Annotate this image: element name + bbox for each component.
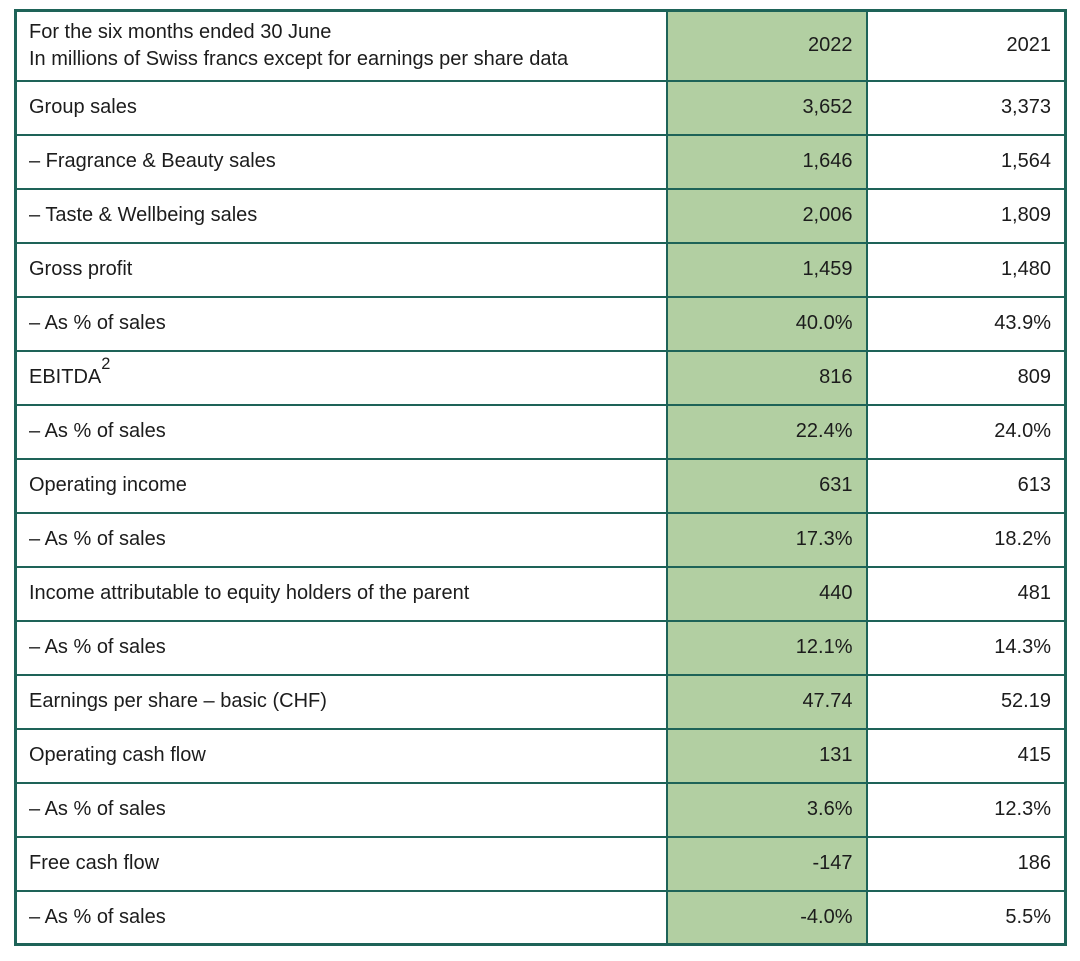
value-2021: 52.19 — [865, 673, 1067, 730]
row-label-text: EBITDA — [29, 366, 102, 388]
table-row: Group sales 3,652 3,373 — [14, 79, 1067, 136]
row-label: – Taste & Wellbeing sales — [14, 187, 668, 244]
value-2022: 17.3% — [665, 511, 868, 568]
row-label-text: Operating cash flow — [29, 744, 206, 766]
row-label-text: – As % of sales — [29, 798, 166, 820]
value-2022: 47.74 — [665, 673, 868, 730]
value-2021: 809 — [865, 349, 1067, 406]
value-2021: 14.3% — [865, 619, 1067, 676]
value-2021: 5.5% — [865, 889, 1067, 946]
financial-results-table-container: For the six months ended 30 June In mill… — [14, 9, 1067, 946]
row-label-text: Income attributable to equity holders of… — [29, 582, 470, 604]
value-2022: 12.1% — [665, 619, 868, 676]
header-period-text: For the six months ended 30 June — [29, 21, 332, 44]
row-label: Earnings per share – basic (CHF) — [14, 673, 668, 730]
value-2021: 415 — [865, 727, 1067, 784]
value-2021: 1,564 — [865, 133, 1067, 190]
value-2022: 2,006 — [665, 187, 868, 244]
row-label-text: Operating income — [29, 474, 187, 496]
table-row: Gross profit 1,459 1,480 — [14, 241, 1067, 298]
row-label: Gross profit — [14, 241, 668, 298]
row-label-text: – Fragrance & Beauty sales — [29, 150, 276, 172]
row-label-text: Free cash flow — [29, 852, 160, 874]
row-label: – As % of sales — [14, 403, 668, 460]
row-label: – As % of sales — [14, 781, 668, 838]
value-2022: 440 — [665, 565, 868, 622]
value-2021: 43.9% — [865, 295, 1067, 352]
table-row: – Taste & Wellbeing sales 2,006 1,809 — [14, 187, 1067, 244]
value-2021: 18.2% — [865, 511, 1067, 568]
row-label-text: – As % of sales — [29, 636, 166, 658]
row-label: – As % of sales — [14, 889, 668, 946]
value-2022: 1,646 — [665, 133, 868, 190]
table-row: – As % of sales 3.6% 12.3% — [14, 781, 1067, 838]
value-2022: 1,459 — [665, 241, 868, 298]
row-label: Group sales — [14, 79, 668, 136]
table-row: Free cash flow -147 186 — [14, 835, 1067, 892]
table-row: Operating income 631 613 — [14, 457, 1067, 514]
table-row: – Fragrance & Beauty sales 1,646 1,564 — [14, 133, 1067, 190]
table-row: – As % of sales -4.0% 5.5% — [14, 889, 1067, 946]
table-row: – As % of sales 40.0% 43.9% — [14, 295, 1067, 352]
header-year-2022: 2022 — [665, 9, 868, 82]
value-2022: 816 — [665, 349, 868, 406]
row-label-text: – As % of sales — [29, 528, 166, 550]
value-2022: 3,652 — [665, 79, 868, 136]
half-year-results-table: For the six months ended 30 June In mill… — [14, 9, 1067, 946]
row-label-text: Gross profit — [29, 258, 133, 280]
header-year-2021: 2021 — [865, 9, 1067, 82]
row-label-text: Earnings per share – basic (CHF) — [29, 690, 327, 712]
value-2021: 24.0% — [865, 403, 1067, 460]
value-2022: -147 — [665, 835, 868, 892]
table-row: EBITDA2 816 809 — [14, 349, 1067, 406]
row-label: Free cash flow — [14, 835, 668, 892]
row-label: Operating income — [14, 457, 668, 514]
header-units-text: In millions of Swiss francs except for e… — [29, 48, 569, 71]
value-2022: 631 — [665, 457, 868, 514]
value-2021: 1,480 — [865, 241, 1067, 298]
row-label-text: – Taste & Wellbeing sales — [29, 204, 258, 226]
row-label: – Fragrance & Beauty sales — [14, 133, 668, 190]
table-header-row: For the six months ended 30 June In mill… — [14, 9, 1067, 82]
value-2022: 22.4% — [665, 403, 868, 460]
row-label-text: Group sales — [29, 96, 137, 118]
value-2021: 1,809 — [865, 187, 1067, 244]
table-row: Operating cash flow 131 415 — [14, 727, 1067, 784]
value-2021: 481 — [865, 565, 1067, 622]
header-label-cell: For the six months ended 30 June In mill… — [14, 9, 668, 82]
table-row: – As % of sales 22.4% 24.0% — [14, 403, 1067, 460]
table-row: Earnings per share – basic (CHF) 47.74 52.… — [14, 673, 1067, 730]
value-2022: 131 — [665, 727, 868, 784]
value-2021: 12.3% — [865, 781, 1067, 838]
table-row: – As % of sales 17.3% 18.2% — [14, 511, 1067, 568]
row-label-text: – As % of sales — [29, 312, 166, 334]
footnote-reference: 2 — [101, 355, 111, 374]
value-2022: 3.6% — [665, 781, 868, 838]
row-label-text: – As % of sales — [29, 420, 166, 442]
table-row: – As % of sales 12.1% 14.3% — [14, 619, 1067, 676]
row-label: Income attributable to equity holders of… — [14, 565, 668, 622]
value-2022: 40.0% — [665, 295, 868, 352]
value-2021: 186 — [865, 835, 1067, 892]
value-2021: 613 — [865, 457, 1067, 514]
row-label: – As % of sales — [14, 619, 668, 676]
row-label: – As % of sales — [14, 511, 668, 568]
row-label: Operating cash flow — [14, 727, 668, 784]
row-label: – As % of sales — [14, 295, 668, 352]
row-label: EBITDA2 — [14, 349, 668, 406]
row-label-text: – As % of sales — [29, 905, 166, 928]
table-row: Income attributable to equity holders of… — [14, 565, 1067, 622]
value-2021: 3,373 — [865, 79, 1067, 136]
value-2022: -4.0% — [665, 889, 868, 946]
